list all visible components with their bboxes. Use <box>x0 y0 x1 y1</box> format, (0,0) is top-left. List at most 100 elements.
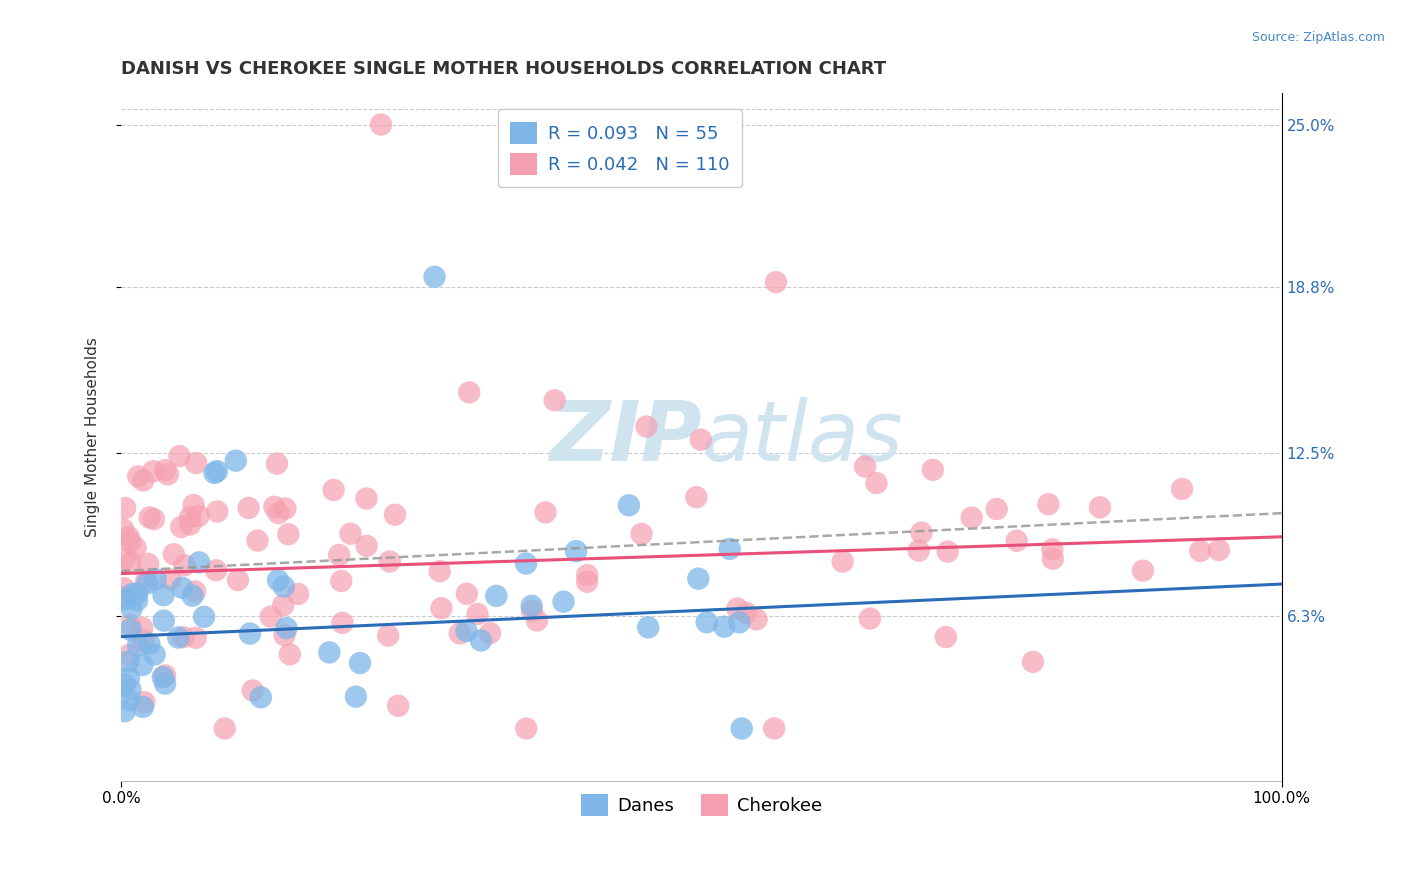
Point <box>1189 544 1212 558</box>
Point <box>515 722 537 736</box>
Point <box>127 586 149 600</box>
Point <box>120 535 142 549</box>
Legend: Danes, Cherokee: Danes, Cherokee <box>574 787 830 823</box>
Point <box>485 589 508 603</box>
Point <box>118 693 141 707</box>
Point <box>184 631 207 645</box>
Point <box>276 621 298 635</box>
Point <box>553 595 575 609</box>
Point <box>214 722 236 736</box>
Point <box>187 508 209 523</box>
Point <box>370 118 392 132</box>
Point <box>118 671 141 685</box>
Point <box>470 633 492 648</box>
Point <box>271 599 294 613</box>
Point <box>384 508 406 522</box>
Point <box>131 621 153 635</box>
Point <box>132 633 155 648</box>
Text: ZIP: ZIP <box>548 397 702 477</box>
Point <box>330 574 353 588</box>
Point <box>356 539 378 553</box>
Point <box>121 587 143 601</box>
Point <box>1088 500 1111 515</box>
Point <box>172 581 194 595</box>
Point <box>960 510 983 524</box>
Point <box>456 624 478 638</box>
Point <box>637 620 659 634</box>
Point <box>356 491 378 506</box>
Point <box>349 656 371 670</box>
Point <box>565 544 588 558</box>
Point <box>135 574 157 589</box>
Point <box>344 690 367 704</box>
Point <box>204 466 226 480</box>
Point <box>765 275 787 289</box>
Point <box>986 502 1008 516</box>
Point <box>124 541 146 555</box>
Point <box>330 615 353 630</box>
Point <box>387 698 409 713</box>
Point <box>136 557 159 571</box>
Point <box>277 527 299 541</box>
Point <box>138 637 160 651</box>
Point <box>226 573 249 587</box>
Point <box>378 554 401 568</box>
Point <box>543 393 565 408</box>
Point <box>179 510 201 524</box>
Point <box>143 648 166 662</box>
Point <box>865 476 887 491</box>
Point <box>534 505 557 519</box>
Point <box>132 699 155 714</box>
Point <box>322 483 344 497</box>
Point <box>458 385 481 400</box>
Point <box>127 593 149 607</box>
Point <box>142 512 165 526</box>
Point <box>250 690 273 705</box>
Point <box>260 609 283 624</box>
Point <box>205 563 228 577</box>
Point <box>456 587 478 601</box>
Point <box>576 568 599 582</box>
Point <box>120 623 142 637</box>
Point <box>728 615 751 630</box>
Point <box>318 645 340 659</box>
Point <box>145 572 167 586</box>
Point <box>1132 564 1154 578</box>
Point <box>134 695 156 709</box>
Point <box>112 581 135 595</box>
Point <box>910 525 932 540</box>
Point <box>120 556 142 570</box>
Point <box>935 630 957 644</box>
Point <box>1005 533 1028 548</box>
Point <box>114 677 136 691</box>
Point <box>467 607 489 621</box>
Point <box>1022 655 1045 669</box>
Point <box>696 615 718 630</box>
Point <box>449 626 471 640</box>
Point <box>142 464 165 478</box>
Point <box>239 626 262 640</box>
Point <box>576 574 599 589</box>
Text: atlas: atlas <box>702 397 903 477</box>
Point <box>278 648 301 662</box>
Point <box>685 490 707 504</box>
Point <box>152 614 174 628</box>
Point <box>205 464 228 478</box>
Point <box>339 526 361 541</box>
Point <box>181 589 204 603</box>
Point <box>112 591 135 605</box>
Point <box>225 453 247 467</box>
Point <box>120 618 142 632</box>
Point <box>1042 542 1064 557</box>
Point <box>267 506 290 520</box>
Point <box>170 520 193 534</box>
Point <box>745 612 768 626</box>
Point <box>287 587 309 601</box>
Point <box>831 555 853 569</box>
Point <box>173 558 195 573</box>
Point <box>121 601 143 615</box>
Point <box>163 547 186 561</box>
Point <box>127 469 149 483</box>
Point <box>1038 497 1060 511</box>
Point <box>688 572 710 586</box>
